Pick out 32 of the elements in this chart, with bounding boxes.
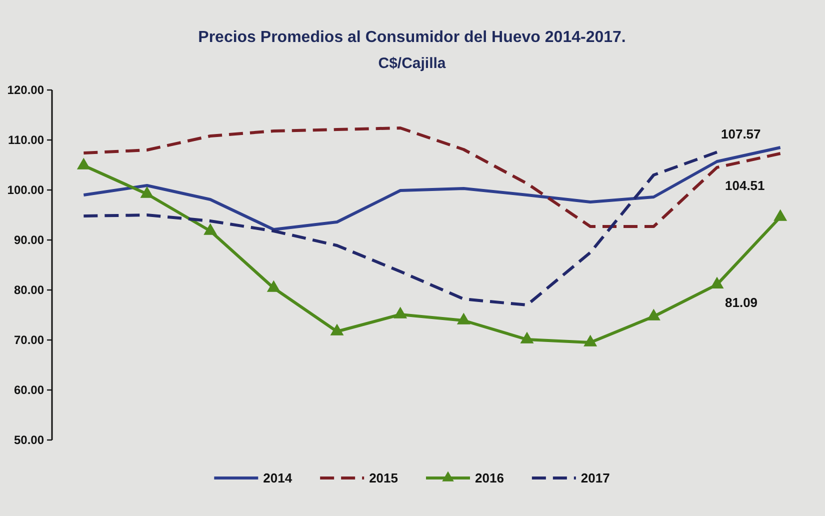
point (520, 332, 534, 344)
legend-label: 2017 (580, 470, 610, 486)
y-tick-label: 120.00 (7, 82, 44, 97)
y-tick-label: 110.00 (8, 132, 44, 147)
point (394, 307, 407, 318)
point (584, 335, 597, 346)
point (267, 280, 280, 292)
line-series (82, 150, 718, 306)
point (77, 158, 90, 170)
y-tick-label: 70.00 (14, 332, 44, 347)
legend-label: 2016 (475, 470, 504, 486)
line-series (82, 126, 782, 228)
point (140, 186, 154, 198)
chart-title: Precios Promedios al Consumidor del Huevo 2014-2017. (198, 29, 626, 46)
y-tick-label: 90.00 (14, 232, 44, 247)
point (330, 324, 344, 336)
legend-label: 2014 (263, 470, 293, 486)
y-tick-label: 60.00 (14, 382, 44, 397)
point (774, 210, 787, 221)
y-tick-label: 80.00 (14, 282, 44, 297)
y-tick-label: 100.00 (7, 182, 44, 197)
y-tick-label: 50.00 (14, 432, 44, 447)
point (647, 309, 660, 320)
chart-subtitle: C$/Cajilla (378, 55, 446, 72)
point (204, 224, 217, 235)
data-label: 107.57 (721, 126, 761, 142)
point (457, 313, 470, 324)
line-series (82, 146, 782, 231)
point (710, 277, 724, 288)
data-label: 104.51 (725, 178, 765, 193)
data-label: 81.09 (725, 295, 758, 310)
legend-label: 2015 (369, 470, 398, 486)
